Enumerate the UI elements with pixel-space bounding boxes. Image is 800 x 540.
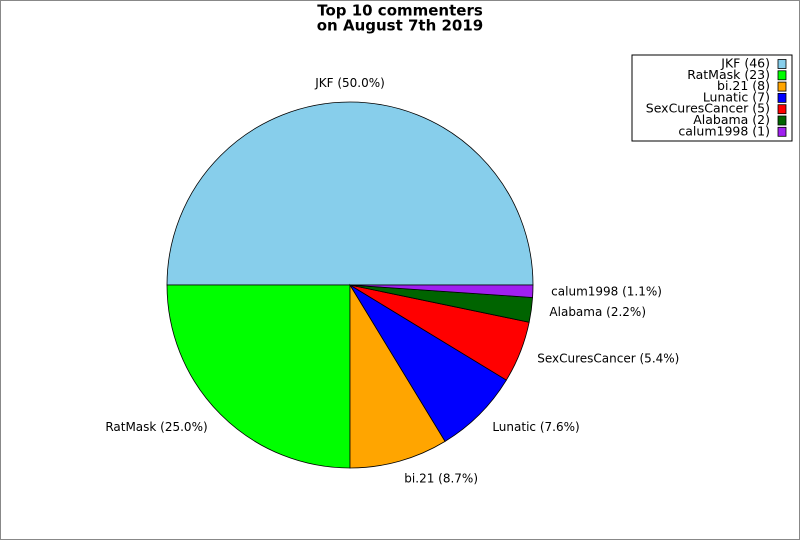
slice-label: RatMask (25.0%) <box>105 420 207 434</box>
legend-swatch <box>777 70 787 81</box>
legend-swatch <box>777 115 787 126</box>
chart-title: on August 7th 2019 <box>317 17 484 35</box>
legend-swatch <box>777 81 787 92</box>
slice-label: SexCuresCancer (5.4%) <box>537 351 679 365</box>
pie-slice <box>349 284 534 298</box>
legend-swatch <box>777 126 787 137</box>
legend-swatch <box>777 104 787 115</box>
legend-swatch <box>777 59 787 69</box>
slice-label: Alabama (2.2%) <box>549 305 646 319</box>
legend-label: JKF (46) <box>720 56 770 71</box>
legend-label: Lunatic (7) <box>703 89 770 104</box>
legend-label: bi.21 (8) <box>717 78 770 93</box>
legend-box <box>631 54 793 142</box>
legend-label: calum1998 (1) <box>678 123 770 138</box>
pie-slice <box>349 283 446 469</box>
legend-swatch <box>777 93 787 103</box>
legend-label: RatMask (23) <box>687 67 770 82</box>
slice-label: calum1998 (1.1%) <box>551 284 662 298</box>
slice-label: JKF (50.0%) <box>314 76 385 90</box>
slice-label: Lunatic (7.6%) <box>492 420 579 434</box>
legend-label: Alabama (2) <box>693 112 770 127</box>
slice-label: bi.21 (8.7%) <box>404 471 478 485</box>
pie-slice <box>166 284 351 469</box>
legend-label: SexCuresCancer (5) <box>646 101 770 116</box>
chart-title: Top 10 commenters <box>317 2 483 20</box>
pie-slice <box>166 101 534 286</box>
